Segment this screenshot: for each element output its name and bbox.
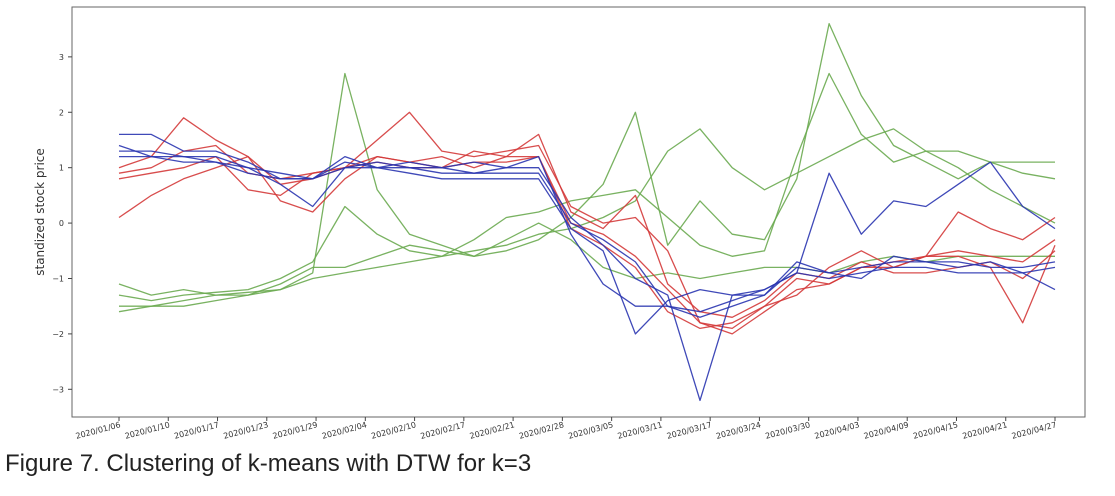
x-tick-label: 2020/01/10 <box>124 420 171 440</box>
line-chart: −3 −2 −1 0 1 2 3 standized stock price 2020/01/0… <box>33 6 1086 440</box>
y-tick-label: −1 <box>52 274 64 283</box>
y-tick-label: 1 <box>59 164 64 173</box>
x-tick-label: 2020/03/11 <box>617 420 664 440</box>
y-tick-label: 3 <box>59 53 64 62</box>
y-axis-label: standized stock price <box>33 148 47 276</box>
x-tick-label: 2020/01/23 <box>222 420 269 440</box>
x-tick-label: 2020/01/17 <box>173 420 220 440</box>
chart-area: −3 −2 −1 0 1 2 3 standized stock price 2020/01/0… <box>33 6 1086 440</box>
x-tick-label: 2020/03/24 <box>715 420 762 440</box>
series-line-red <box>118 155 1056 330</box>
x-tick-label: 2020/04/09 <box>863 420 910 440</box>
x-tick-label: 2020/04/15 <box>912 420 959 440</box>
series-line-blue <box>119 150 1056 318</box>
x-tick-label: 2020/03/17 <box>666 420 713 440</box>
y-tick-label: −2 <box>52 330 64 339</box>
figure-caption: Figure 7. Clustering of k-means with DTW… <box>5 450 532 477</box>
y-tick-label: 2 <box>59 108 64 117</box>
y-tick-label: −3 <box>52 385 64 394</box>
series-line-green <box>118 72 1055 302</box>
x-tick-label: 2020/04/03 <box>814 420 861 440</box>
series-line-red <box>118 133 1056 318</box>
series-line-blue <box>119 155 1056 335</box>
x-tick-label: 2020/03/30 <box>764 420 811 440</box>
x-tick-label: 2020/01/06 <box>75 420 122 440</box>
x-tick-label: 2020/04/27 <box>1011 420 1058 440</box>
x-tick-label: 2020/02/17 <box>419 420 466 440</box>
x-tick-label: 2020/02/21 <box>469 420 516 440</box>
y-tick-label: 0 <box>59 219 64 228</box>
plot-frame <box>71 6 1086 418</box>
x-tick-label: 2020/01/29 <box>272 420 319 440</box>
x-tick-label: 2020/02/04 <box>321 420 368 440</box>
x-tick-label: 2020/03/05 <box>567 420 614 440</box>
x-tick-label: 2020/04/21 <box>961 420 1008 440</box>
x-tick-label: 2020/02/10 <box>370 420 417 440</box>
x-tick-label: 2020/02/28 <box>518 420 565 440</box>
series-line-green <box>118 128 1056 313</box>
series-line-blue <box>119 133 1056 313</box>
